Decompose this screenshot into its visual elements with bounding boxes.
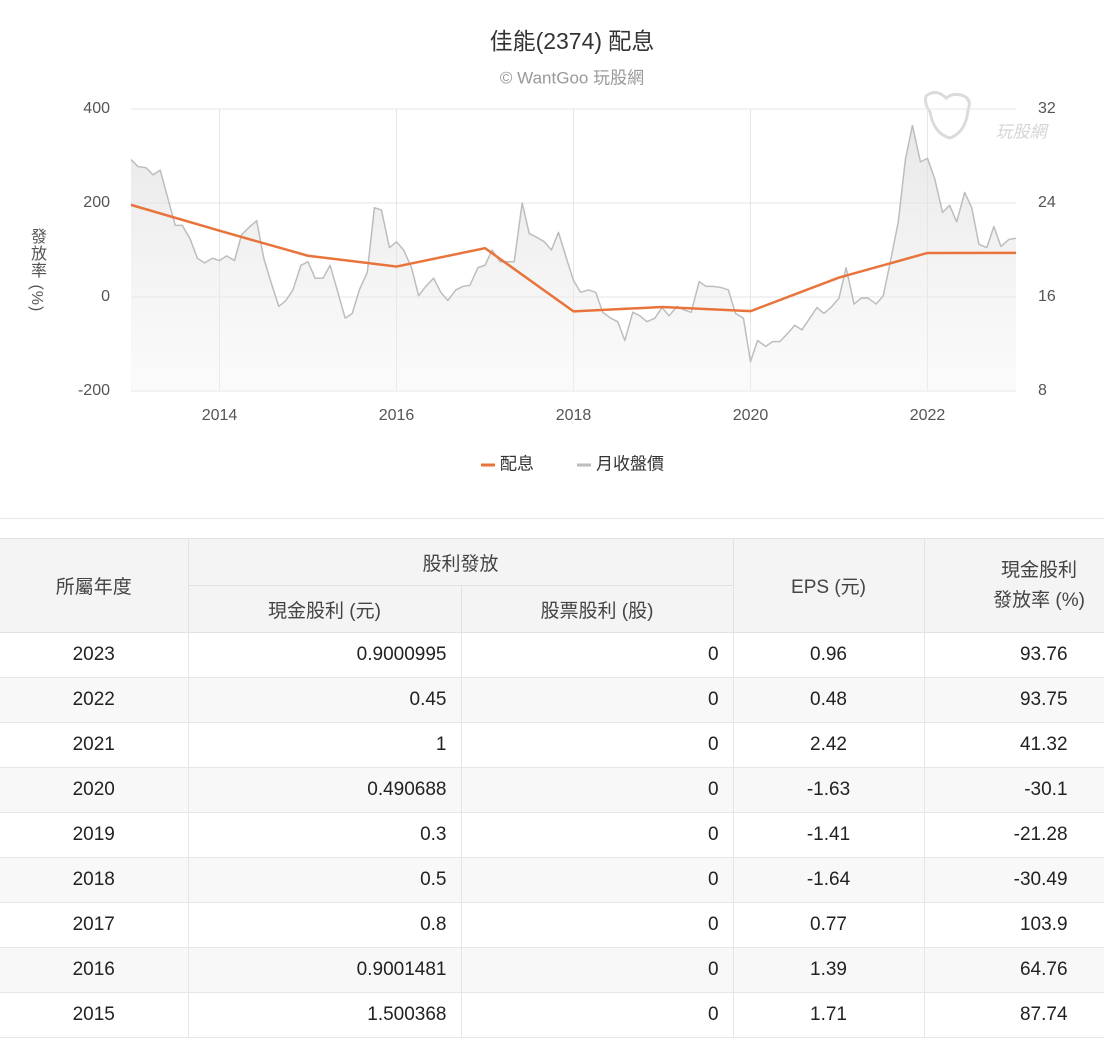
y-tick-label: 400: [83, 100, 110, 117]
table-cell: 0.48: [732, 677, 925, 723]
table-cell: 2015: [0, 992, 189, 1038]
table-row: 2015 1.500368 0 1.71 87.74: [0, 992, 1104, 1038]
table-cell: -21.28: [923, 812, 1104, 858]
watermark-icon: [924, 91, 971, 140]
table-cell: 2023: [0, 632, 189, 678]
table-head: 所屬年度 股利發放 EPS (元) 現金股利發放率 (%) 現金股利 (元) 股…: [0, 538, 1104, 633]
price-area: [131, 125, 1016, 391]
table-cell: 0.96: [732, 632, 925, 678]
table-cell: 0.77: [732, 902, 925, 948]
series-line: [130, 124, 1017, 363]
table-cell: -1.64: [732, 857, 925, 903]
legend-item: 月收盤價: [577, 454, 664, 473]
table-cell: -30.49: [923, 857, 1104, 903]
header-cell: 所屬年度: [0, 538, 189, 633]
table-cell: 0.9000995: [187, 632, 462, 678]
table-cell: 2021: [0, 722, 189, 768]
header-row: 所屬年度 股利發放 EPS (元) 現金股利發放率 (%): [0, 538, 1104, 633]
table-cell: 1: [187, 722, 462, 768]
legend-label: 月收盤價: [596, 454, 664, 473]
chart: 佳能(2374) 配息 © WantGoo 玩股網 玩股網 2014 2016 20…: [78, 28, 1056, 473]
table-cell: 64.76: [923, 947, 1104, 993]
table-cell: -1.63: [732, 767, 925, 813]
header-cell: 股票股利 (股): [460, 585, 734, 633]
table-cell: 2017: [0, 902, 189, 948]
table-cell: 0: [460, 947, 734, 993]
table-cell: 93.75: [923, 677, 1104, 723]
table-cell: 1.39: [732, 947, 925, 993]
y-tick-label: 200: [83, 194, 110, 211]
table-cell: 87.74: [923, 992, 1104, 1038]
dividend-table: 所屬年度 股利發放 EPS (元) 現金股利發放率 (%) 現金股利 (元) 股…: [0, 538, 1104, 1038]
x-tick-label: 2016: [379, 407, 415, 424]
y2-tick-label: 8: [1038, 382, 1047, 399]
table-cell: 0: [460, 992, 734, 1038]
y-axis-label: 發放率 (%): [28, 228, 45, 313]
header-row: 現金股利 (元) 股票股利 (股): [0, 585, 1104, 633]
y2-tick-label: 32: [1038, 100, 1056, 117]
table-cell: 103.9: [923, 902, 1104, 948]
table-cell: 2018: [0, 857, 189, 903]
table-cell: 2019: [0, 812, 189, 858]
legend-label: 配息: [500, 454, 534, 473]
table-cell: 0.8: [187, 902, 462, 948]
table-row: 2021 1 0 2.42 41.32: [0, 722, 1104, 768]
table-cell: 0: [460, 632, 734, 678]
table-cell: 2020: [0, 767, 189, 813]
header-line: 現金股利: [1001, 559, 1078, 581]
table-cell: 93.76: [923, 632, 1104, 678]
table-cell: 1.71: [732, 992, 925, 1038]
table-cell: 2016: [0, 947, 189, 993]
header-cell: EPS (元): [732, 538, 925, 633]
header-cell: 現金股利發放率 (%): [923, 538, 1104, 633]
table-cell: 0: [460, 857, 734, 903]
table-row: 2016 0.9001481 0 1.39 64.76: [0, 947, 1104, 993]
table-row: 2017 0.8 0 0.77 103.9: [0, 902, 1104, 948]
header-group: 股利發放: [187, 538, 734, 586]
table-cell: 2.42: [732, 722, 925, 768]
table-container: 所屬年度 股利發放 EPS (元) 現金股利發放率 (%) 現金股利 (元) 股…: [0, 538, 1104, 1042]
header-cell: 現金股利 (元): [188, 585, 462, 633]
watermark: 玩股網: [924, 91, 1050, 141]
x-tick-label: 2014: [202, 407, 238, 424]
table-cell: 1.500368: [187, 992, 462, 1038]
table-row: 2023 0.9000995 0 0.96 93.76: [0, 632, 1104, 678]
watermark-text: 玩股網: [996, 122, 1050, 141]
table-body: 2023 0.9000995 0 0.96 93.76 2022 0.45 0 0.48 93.7…: [0, 632, 1104, 1038]
table-cell: 0.3: [187, 812, 462, 858]
chart-title: 佳能(2374) 配息: [490, 28, 655, 54]
table-cell: 0.45: [187, 677, 462, 723]
table-cell: 0: [460, 677, 734, 723]
table-cell: 0: [460, 902, 734, 948]
table-cell: 0.5: [187, 857, 462, 903]
table-row: 2019 0.3 0 -1.41 -21.28: [0, 812, 1104, 858]
chart-subtitle: © WantGoo 玩股網: [500, 68, 644, 87]
table-cell: 0: [460, 767, 734, 813]
y2-tick-label: 16: [1038, 288, 1056, 305]
table-cell: 0.9001481: [187, 947, 462, 993]
table-cell: 2022: [0, 677, 189, 723]
series-line: [130, 203, 1017, 313]
table-cell: -30.1: [923, 767, 1104, 813]
table-cell: -1.41: [732, 812, 925, 858]
header-line: 發放率 (%): [993, 589, 1085, 611]
y-tick-label: 0: [101, 288, 110, 305]
divider: [0, 518, 1104, 519]
table-row: 2018 0.5 0 -1.64 -30.49: [0, 857, 1104, 903]
table-cell: 41.32: [923, 722, 1104, 768]
table-row: 2020 0.490688 0 -1.63 -30.1: [0, 767, 1104, 813]
legend-item: 配息: [481, 454, 534, 473]
x-tick-label: 2018: [556, 407, 592, 424]
x-tick-label: 2020: [733, 407, 769, 424]
x-tick-label: 2022: [910, 407, 946, 424]
table-cell: 0.490688: [187, 767, 462, 813]
table-row: 2022 0.45 0 0.48 93.75: [0, 677, 1104, 723]
y2-tick-label: 24: [1038, 194, 1056, 211]
table-cell: 0: [460, 812, 734, 858]
y-tick-label: -200: [78, 382, 110, 399]
table-cell: 0: [460, 722, 734, 768]
